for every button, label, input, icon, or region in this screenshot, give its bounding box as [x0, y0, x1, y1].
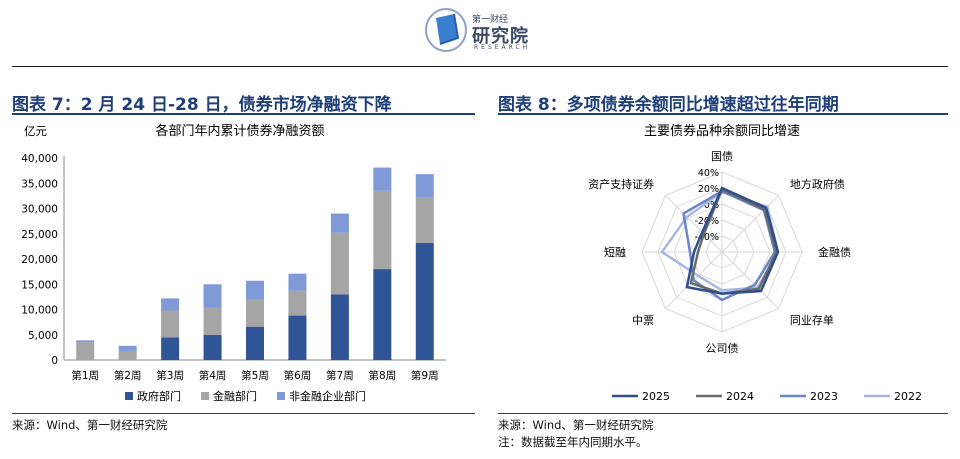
radar-axis-label: 资产支持证券	[588, 177, 654, 191]
bar-segment-2	[118, 350, 137, 360]
legend-label-2022: 2022	[894, 390, 922, 403]
brand-logo-icon	[425, 8, 467, 52]
bar-segment-1	[415, 242, 434, 360]
legend-swatch-2	[201, 392, 209, 400]
legend-label-2025: 2025	[642, 390, 670, 403]
x-tick-label: 第9周	[411, 369, 439, 382]
radar-spoke	[721, 251, 779, 309]
radar-tick-label: -40%	[694, 232, 719, 243]
radar-axis-label: 公司债	[706, 341, 739, 355]
y-axis-label: 亿元	[24, 124, 47, 138]
y-tick-label: 15,000	[21, 279, 58, 291]
bar-segment-1	[161, 337, 180, 360]
bar-segment-3	[161, 298, 180, 311]
x-tick-label: 第3周	[156, 369, 184, 382]
x-tick-label: 第8周	[368, 369, 396, 382]
legend-label-2: 金融部门	[213, 389, 257, 403]
bar-segment-3	[373, 167, 392, 191]
bar-segment-3	[415, 174, 434, 198]
bar-segment-3	[76, 340, 95, 343]
legend-label-2023: 2023	[810, 390, 838, 403]
y-tick-label: 40,000	[21, 153, 58, 165]
logo-sub-text: RESEARCH	[474, 44, 531, 51]
chart-title: 主要债券品种余额同比增速	[644, 123, 800, 139]
radar-axis-label: 短融	[604, 245, 626, 259]
bar-segment-1	[373, 269, 392, 360]
legend-swatch-1	[125, 392, 133, 400]
y-tick-label: 30,000	[21, 204, 58, 216]
x-tick-label: 第5周	[241, 369, 269, 382]
radar-tick-label: 0%	[704, 200, 719, 211]
y-tick-label: 20,000	[21, 254, 58, 266]
x-tick-label: 第7周	[326, 369, 354, 382]
bar-segment-3	[203, 284, 222, 308]
bar-segment-3	[118, 345, 137, 351]
y-tick-label: 10,000	[21, 305, 58, 317]
x-tick-label: 第4周	[199, 369, 227, 382]
legend-label-3: 非金融企业部门	[289, 389, 366, 403]
bar-segment-2	[415, 197, 434, 243]
x-tick-label: 第2周	[114, 369, 142, 382]
logo-main-text: 研究院	[472, 26, 529, 47]
y-tick-label: 35,000	[21, 178, 58, 190]
bar-segment-1	[330, 294, 349, 360]
radar-axis-label: 地方政府债	[790, 177, 845, 191]
chart-title: 各部门年内累计债券净融资额	[155, 123, 324, 139]
legend-label-2024: 2024	[726, 390, 754, 403]
right-figure-title: 图表 8：多项债券余额同比增速超过往年同期	[498, 95, 839, 115]
radar-series-2025	[685, 186, 780, 295]
legend-label-1: 政府部门	[137, 389, 181, 403]
radar-axis-label: 同业存单	[790, 313, 834, 327]
radar-axis-label: 国债	[711, 149, 733, 163]
bar-segment-2	[246, 299, 264, 327]
right-note: 注：数据截至年内同期水平。	[498, 435, 648, 449]
right-source: 来源：Wind、第一财经研究院	[498, 418, 654, 432]
radar-axis-label: 金融债	[818, 245, 851, 259]
legend-swatch-3	[277, 392, 285, 400]
bar-segment-1	[203, 334, 222, 360]
bar-segment-1	[246, 326, 264, 360]
right-source-rule	[498, 413, 948, 414]
bar-segment-2	[373, 190, 392, 270]
radar-tick-label: 20%	[698, 184, 719, 195]
y-tick-label: 25,000	[21, 229, 58, 241]
x-tick-label: 第1周	[71, 369, 99, 382]
brand-logo: 第一财经 研究院 RESEARCH	[424, 6, 544, 56]
bar-segment-3	[288, 273, 307, 291]
header-divider	[12, 66, 948, 67]
x-tick-label: 第6周	[284, 369, 312, 382]
bar-segment-3	[246, 280, 264, 300]
bar-segment-2	[288, 290, 307, 316]
radar-axis-label: 中票	[632, 314, 654, 327]
radar-chart: 主要债券品种余额同比增速-40%-20%0%20%40%国债地方政府债金融债同业…	[588, 123, 922, 403]
left-source: 来源：Wind、第一财经研究院	[12, 418, 168, 432]
logo-top-text: 第一财经	[472, 15, 509, 25]
bar-segment-2	[203, 307, 222, 335]
y-tick-label: 0	[51, 355, 58, 367]
radar-spoke	[721, 195, 779, 253]
left-figure-title: 图表 7：2 月 24 日-28 日，债券市场净融资下降	[12, 95, 392, 115]
radar-spoke	[665, 195, 723, 253]
stacked-bar-chart: 各部门年内累计债券净融资额 亿元 0 5,000 10,000 15,000 20,000 2…	[21, 123, 446, 403]
left-title-rule	[12, 113, 475, 115]
bar-segment-2	[330, 232, 349, 295]
left-source-rule	[12, 413, 475, 414]
bar-segment-2	[76, 342, 95, 360]
bar-segment-2	[161, 310, 180, 338]
y-tick-label: 5,000	[28, 330, 58, 342]
bar-segment-3	[330, 213, 349, 233]
right-title-rule	[498, 113, 948, 115]
bar-segment-1	[288, 315, 307, 360]
radar-tick-label: 40%	[698, 168, 719, 179]
